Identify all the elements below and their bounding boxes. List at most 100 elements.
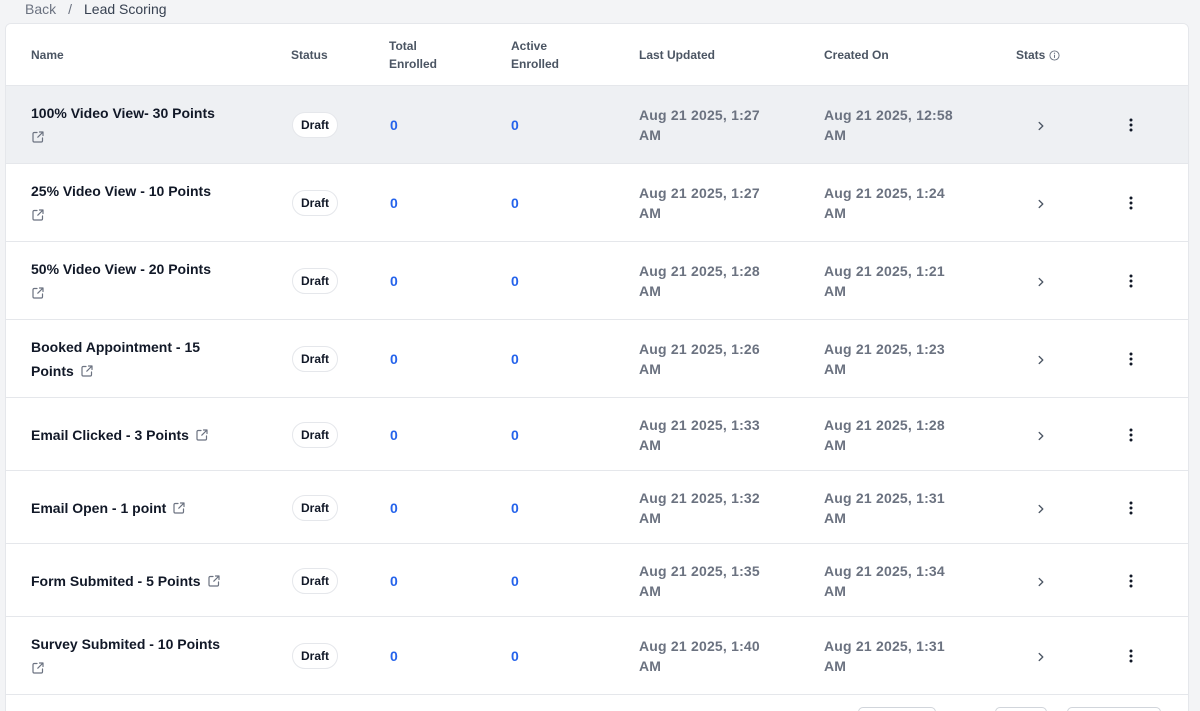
- more-vertical-icon[interactable]: [1123, 427, 1139, 443]
- more-vertical-icon[interactable]: [1123, 573, 1139, 589]
- last-updated-date: Aug 21 2025, 1:26 AM: [639, 339, 789, 379]
- more-vertical-icon[interactable]: [1123, 117, 1139, 133]
- breadcrumb-separator: /: [68, 1, 73, 17]
- external-link-icon[interactable]: [31, 661, 45, 675]
- last-updated-line1: Aug 21 2025, 1:33: [639, 416, 760, 433]
- column-header-last-updated[interactable]: Last Updated: [639, 48, 716, 62]
- active-enrolled-count[interactable]: 0: [511, 195, 519, 211]
- created-on-date: Aug 21 2025, 12:58 AM: [824, 105, 974, 145]
- last-updated-date: Aug 21 2025, 1:33 AM: [639, 415, 789, 455]
- row-name[interactable]: 100% Video View- 30 Points: [31, 101, 261, 149]
- table-row[interactable]: Survey Submited - 10 Points Draft 0 0 Au…: [6, 617, 1188, 695]
- active-enrolled-count[interactable]: 0: [511, 117, 519, 133]
- chevron-right-icon[interactable]: [1035, 353, 1047, 365]
- external-link-icon[interactable]: [80, 364, 94, 378]
- more-vertical-icon[interactable]: [1123, 648, 1139, 664]
- breadcrumb-current: Lead Scoring: [84, 1, 167, 17]
- info-icon[interactable]: [1049, 49, 1060, 61]
- column-header-active-line2: Enrolled: [511, 57, 560, 71]
- last-updated-line2: AM: [639, 283, 662, 299]
- pagination-page-button[interactable]: [995, 707, 1047, 711]
- last-updated-date: Aug 21 2025, 1:27 AM: [639, 183, 789, 223]
- total-enrolled-count[interactable]: 0: [390, 351, 398, 367]
- more-vertical-icon[interactable]: [1123, 273, 1139, 289]
- created-on-line2: AM: [824, 658, 847, 674]
- column-header-active-enrolled[interactable]: Active Enrolled: [511, 37, 559, 73]
- total-enrolled-count[interactable]: 0: [390, 499, 398, 516]
- chevron-right-icon[interactable]: [1035, 502, 1047, 514]
- active-enrolled-count[interactable]: 0: [511, 499, 519, 516]
- more-vertical-icon[interactable]: [1123, 195, 1139, 211]
- status-badge: Draft: [292, 346, 339, 372]
- table-row[interactable]: 50% Video View - 20 Points Draft 0 0 Aug…: [6, 242, 1188, 320]
- row-name[interactable]: Booked Appointment - 15 Points: [31, 335, 261, 383]
- created-on-date: Aug 21 2025, 1:34 AM: [824, 561, 974, 601]
- row-name-text: Form Submited - 5 Points: [31, 573, 201, 589]
- table-row[interactable]: Email Clicked - 3 Points Draft 0 0 Aug 2…: [6, 398, 1188, 471]
- active-enrolled-count[interactable]: 0: [511, 572, 519, 589]
- external-link-icon[interactable]: [172, 501, 186, 515]
- total-enrolled-count[interactable]: 0: [390, 648, 398, 664]
- external-link-icon[interactable]: [31, 286, 45, 300]
- created-on-line2: AM: [824, 509, 847, 526]
- pagination-prev-button[interactable]: [858, 707, 936, 711]
- active-enrolled-count[interactable]: 0: [511, 426, 519, 443]
- chevron-right-icon[interactable]: [1035, 429, 1047, 441]
- total-enrolled-count[interactable]: 0: [390, 195, 398, 211]
- chevron-right-icon[interactable]: [1035, 650, 1047, 662]
- last-updated-line1: Aug 21 2025, 1:32: [639, 489, 760, 506]
- row-name[interactable]: Form Submited - 5 Points: [31, 569, 291, 593]
- last-updated-line1: Aug 21 2025, 1:35: [639, 562, 760, 579]
- last-updated-date: Aug 21 2025, 1:32 AM: [639, 488, 789, 528]
- total-enrolled-count[interactable]: 0: [390, 273, 398, 289]
- column-header-total-enrolled[interactable]: Total Enrolled: [389, 37, 437, 73]
- active-enrolled-count[interactable]: 0: [511, 648, 519, 664]
- table-row[interactable]: Email Open - 1 point Draft 0 0 Aug 21 20…: [6, 471, 1188, 544]
- table-header: Name Status Total Enrolled Active Enroll…: [6, 24, 1188, 86]
- active-enrolled-count[interactable]: 0: [511, 351, 519, 367]
- chevron-right-icon[interactable]: [1035, 119, 1047, 131]
- created-on-line2: AM: [824, 361, 847, 377]
- last-updated-line1: Aug 21 2025, 1:27: [639, 185, 760, 201]
- chevron-right-icon[interactable]: [1035, 575, 1047, 587]
- active-enrolled-count[interactable]: 0: [511, 273, 519, 289]
- last-updated-line2: AM: [639, 658, 662, 674]
- created-on-line2: AM: [824, 582, 847, 599]
- total-enrolled-count[interactable]: 0: [390, 426, 398, 443]
- table-row[interactable]: 25% Video View - 10 Points Draft 0 0 Aug…: [6, 164, 1188, 242]
- column-header-name[interactable]: Name: [31, 48, 64, 62]
- external-link-icon[interactable]: [31, 130, 45, 144]
- pagination-next-button[interactable]: [1067, 707, 1161, 711]
- column-header-created-on[interactable]: Created On: [824, 48, 889, 62]
- created-on-date: Aug 21 2025, 1:31 AM: [824, 488, 974, 528]
- row-name[interactable]: 50% Video View - 20 Points: [31, 257, 261, 305]
- last-updated-line1: Aug 21 2025, 1:28: [639, 263, 760, 279]
- row-name[interactable]: Email Clicked - 3 Points: [31, 423, 291, 447]
- table-row[interactable]: 100% Video View- 30 Points Draft 0 0 Aug…: [6, 86, 1188, 164]
- row-name[interactable]: Email Open - 1 point: [31, 496, 291, 520]
- created-on-line1: Aug 21 2025, 1:24: [824, 185, 945, 201]
- row-name[interactable]: 25% Video View - 10 Points: [31, 179, 261, 227]
- row-name[interactable]: Survey Submited - 10 Points: [31, 632, 261, 680]
- more-vertical-icon[interactable]: [1123, 500, 1139, 516]
- row-name-text: 100% Video View- 30 Points: [31, 105, 215, 121]
- column-header-status[interactable]: Status: [291, 48, 328, 62]
- created-on-line1: Aug 21 2025, 1:21: [824, 263, 945, 279]
- external-link-icon[interactable]: [31, 208, 45, 222]
- created-on-line1: Aug 21 2025, 1:31: [824, 489, 945, 506]
- table-row[interactable]: Booked Appointment - 15 Points Draft 0 0…: [6, 320, 1188, 398]
- chevron-right-icon[interactable]: [1035, 275, 1047, 287]
- more-vertical-icon[interactable]: [1123, 351, 1139, 367]
- breadcrumb-back-link[interactable]: Back: [25, 1, 57, 17]
- created-on-line1: Aug 21 2025, 1:34: [824, 562, 945, 579]
- table-row[interactable]: Form Submited - 5 Points Draft 0 0 Aug 2…: [6, 544, 1188, 617]
- last-updated-line2: AM: [639, 205, 662, 221]
- chevron-right-icon[interactable]: [1035, 197, 1047, 209]
- external-link-icon[interactable]: [207, 574, 221, 588]
- total-enrolled-count[interactable]: 0: [390, 572, 398, 589]
- total-enrolled-count[interactable]: 0: [390, 117, 398, 133]
- lead-scoring-table: Name Status Total Enrolled Active Enroll…: [5, 23, 1189, 711]
- external-link-icon[interactable]: [195, 428, 209, 442]
- last-updated-line2: AM: [639, 361, 662, 377]
- last-updated-line2: AM: [639, 582, 662, 599]
